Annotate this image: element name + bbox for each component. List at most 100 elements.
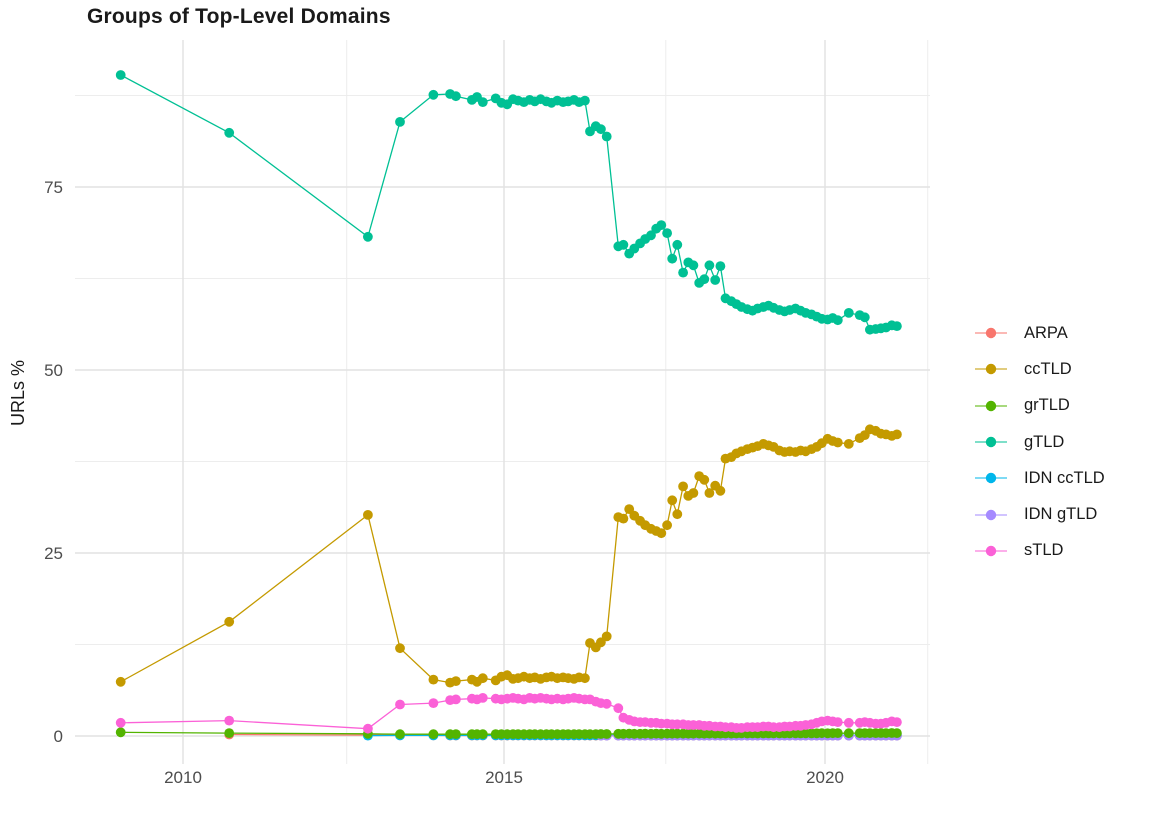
data-point [428, 698, 439, 708]
data-point [710, 275, 721, 285]
data-point [656, 220, 667, 231]
series-gtld [115, 70, 902, 335]
data-point [428, 674, 439, 685]
data-point [580, 673, 590, 684]
data-point [115, 676, 126, 687]
legend-label: gTLD [1024, 432, 1065, 451]
legend-label: ccTLD [1024, 359, 1072, 378]
data-point [395, 729, 405, 740]
series-stld [115, 693, 902, 734]
legend-item-gtld: gTLD [974, 424, 1105, 460]
data-point [580, 95, 590, 106]
data-point [688, 260, 699, 271]
series-gtld-line [120, 74, 898, 331]
legend-key-icon [975, 400, 1007, 411]
gridlines [75, 40, 930, 764]
data-point [667, 253, 678, 264]
data-point [224, 728, 235, 738]
data-point [843, 439, 854, 449]
legend-key-icon [975, 436, 1007, 448]
data-point [224, 616, 235, 627]
legend-key-icon [975, 327, 1007, 339]
data-point [704, 488, 715, 498]
data-point [395, 643, 405, 654]
data-point [832, 717, 843, 727]
data-point [601, 729, 612, 739]
legend-label: grTLD [1024, 396, 1070, 415]
data-point [715, 485, 726, 496]
data-point [618, 513, 629, 524]
legend-item-idn-gtld: IDN gTLD [974, 496, 1105, 532]
data-point [678, 481, 688, 492]
data-point [688, 488, 699, 498]
data-point [892, 321, 902, 331]
y-tick-label: 0 [54, 727, 63, 746]
x-tick-label: 2020 [806, 768, 844, 787]
data-point [832, 315, 843, 326]
data-point [618, 239, 629, 250]
legend-key-icon [975, 545, 1007, 557]
data-point [678, 267, 688, 278]
data-point [115, 717, 126, 728]
data-point [672, 509, 683, 520]
data-point [451, 729, 461, 739]
data-point [395, 699, 405, 710]
y-tick-label: 50 [44, 361, 63, 380]
data-point [843, 308, 854, 318]
legend-label: sTLD [1024, 541, 1064, 560]
data-point [662, 520, 672, 531]
data-point [224, 127, 235, 138]
data-point [596, 124, 606, 135]
legend-item-grtld: grTLD [974, 388, 1105, 424]
data-point [477, 673, 488, 684]
legend-label: IDN gTLD [1024, 505, 1098, 524]
data-point [662, 228, 672, 239]
data-point [843, 728, 854, 739]
data-point [892, 429, 902, 440]
data-point [699, 274, 710, 285]
data-point [601, 698, 612, 709]
data-point [656, 528, 667, 539]
data-point [892, 717, 902, 727]
data-point [601, 131, 612, 142]
data-point [363, 723, 373, 734]
data-point [395, 117, 405, 127]
legend-item-idn-cctld: IDN ccTLD [974, 460, 1105, 496]
data-point [451, 91, 461, 102]
chart-title: Groups of Top-Level Domains [87, 5, 391, 28]
data-point [477, 97, 488, 107]
legend-label: IDN ccTLD [1024, 468, 1105, 487]
data-point [115, 727, 126, 738]
data-point [859, 312, 870, 323]
data-point [704, 260, 715, 271]
data-point [115, 70, 126, 80]
y-tick-label: 25 [44, 544, 63, 563]
data-point [667, 495, 678, 506]
data-point [224, 715, 235, 726]
legend-key-icon [975, 364, 1007, 375]
data-point [892, 728, 902, 738]
data-point [672, 239, 683, 250]
data-point [613, 703, 624, 714]
series-grtld [115, 727, 902, 740]
legend-key-icon [975, 473, 1007, 484]
legend-item-stld: sTLD [974, 533, 1105, 569]
data-point [363, 510, 373, 520]
data-point [646, 230, 656, 241]
data-point [601, 631, 612, 642]
data-point [428, 729, 439, 740]
data-point [428, 89, 439, 100]
y-axis-title: URLs % [8, 360, 28, 427]
data-point [832, 437, 843, 448]
legend: ARPA ccTLD grTLD gTLD IDN ccTLD IDN gTLD sTLD [974, 315, 1105, 569]
data-point [832, 728, 843, 738]
legend-label: ARPA [1024, 323, 1068, 342]
data-point [451, 694, 461, 705]
y-tick-label: 75 [44, 178, 63, 197]
axis-tick-labels: 0 25 50 75 2010 2015 2020 [44, 178, 844, 787]
legend-key-icon [975, 509, 1007, 520]
x-tick-label: 2015 [485, 768, 523, 787]
legend-item-cctld: ccTLD [974, 351, 1105, 387]
data-point [477, 729, 488, 740]
